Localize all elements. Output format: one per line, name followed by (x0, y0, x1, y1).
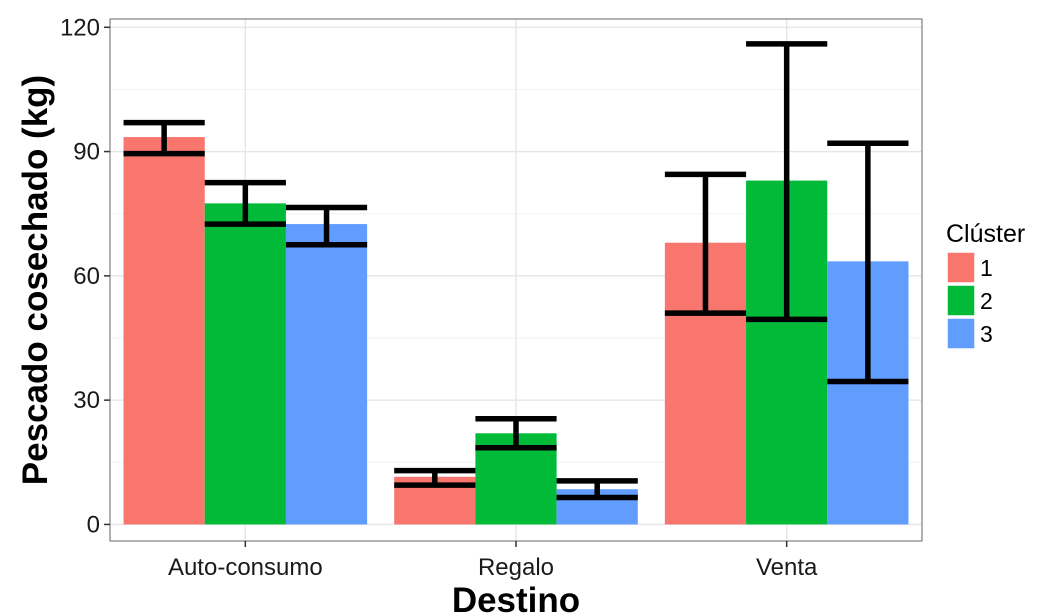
y-tick-label: 0 (87, 511, 100, 538)
legend-label-cluster-3: 3 (980, 321, 993, 347)
x-tick-label: Auto-consumo (168, 554, 323, 581)
bars (123, 137, 909, 525)
error-bar-auto-consumo-cluster-3 (285, 204, 368, 248)
x-axis-title: Destino (452, 581, 580, 615)
bar-auto-consumo-cluster-3 (285, 224, 368, 525)
legend: Clúster 1 2 3 (946, 220, 1025, 350)
error-bar-auto-consumo-cluster-2 (204, 179, 286, 227)
error-bar-venta-cluster-1 (664, 171, 747, 316)
error-bar-venta-cluster-2 (746, 41, 828, 323)
bar-auto-consumo-cluster-2 (204, 203, 286, 525)
legend-label-cluster-1: 1 (980, 255, 993, 281)
legend-swatch-cluster-1 (946, 251, 976, 284)
axis-ticks: 0 30 60 90 120 Auto-consumo Regalo Venta (60, 14, 818, 581)
legend-title: Clúster (946, 220, 1025, 248)
error-bars (123, 41, 909, 501)
legend-swatch-cluster-2 (946, 284, 976, 317)
error-bar-venta-cluster-3 (827, 140, 909, 385)
y-tick-label: 120 (60, 14, 100, 41)
bar-auto-consumo-cluster-1 (123, 137, 205, 525)
y-tick-label: 30 (73, 387, 100, 414)
x-tick-label: Regalo (478, 554, 554, 581)
y-tick-label: 90 (73, 139, 100, 166)
y-axis-title: Pescado cosechado (kg) (16, 75, 55, 485)
error-bar-regalo-cluster-1 (394, 467, 476, 488)
x-tick-label: Venta (756, 554, 818, 581)
legend-label-cluster-2: 2 (980, 288, 993, 314)
y-tick-label: 60 (73, 263, 100, 290)
legend-swatch-cluster-3 (946, 317, 976, 350)
error-bar-auto-consumo-cluster-1 (123, 119, 205, 157)
error-bar-regalo-cluster-3 (556, 478, 638, 501)
error-bar-regalo-cluster-2 (475, 416, 557, 451)
